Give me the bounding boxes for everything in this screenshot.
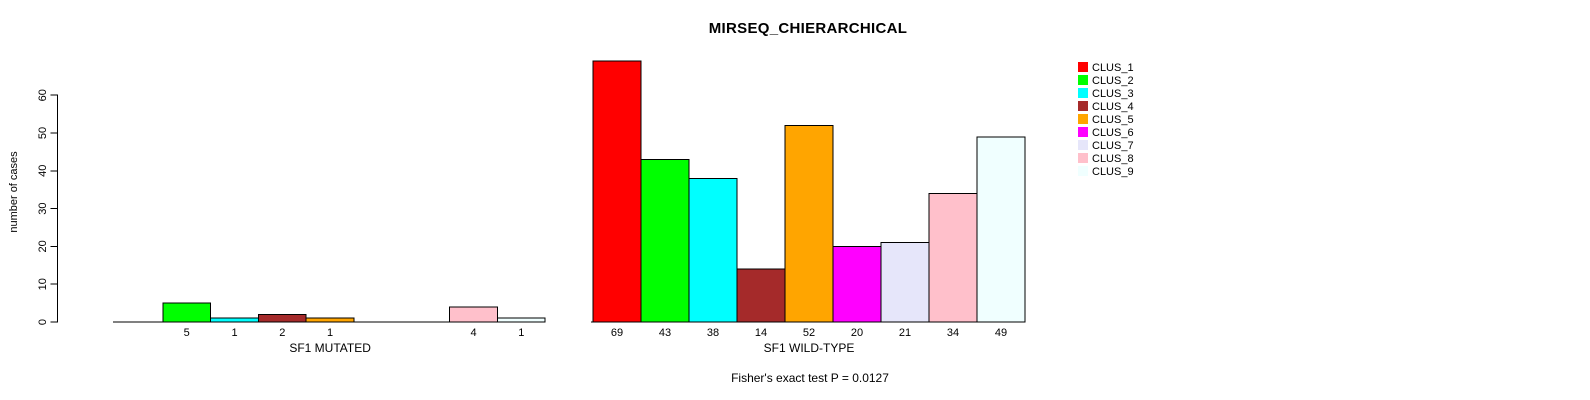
legend-label-clus_8: CLUS_8: [1092, 153, 1134, 165]
bar-value-label: 49: [995, 327, 1007, 339]
bar-value-label: 2: [279, 327, 285, 339]
bar-clus_4-group1: [257, 313, 307, 323]
legend-label-clus_3: CLUS_3: [1092, 88, 1134, 100]
legend-swatch-clus_7: [1078, 140, 1088, 150]
y-axis-tick-label: 40: [37, 165, 49, 177]
legend-swatch-clus_1: [1078, 62, 1088, 72]
bar-value-label: 38: [707, 327, 719, 339]
legend-label-clus_6: CLUS_6: [1092, 127, 1134, 139]
legend-label-clus_2: CLUS_2: [1092, 75, 1134, 87]
bar-value-label: 14: [755, 327, 767, 339]
y-axis-tick-label: 60: [37, 89, 49, 101]
bar-clus_8-group2: [928, 192, 978, 323]
legend-label-clus_7: CLUS_7: [1092, 140, 1134, 152]
bar-value-label: 1: [231, 327, 237, 339]
bar-clus_1-group2: [592, 60, 642, 323]
bar-clus_9-group1: [496, 317, 546, 323]
y-axis-tick-label: 30: [37, 202, 49, 214]
bar-value-label: 52: [803, 327, 815, 339]
chart-title: MIRSEQ_CHIERARCHICAL: [708, 20, 908, 37]
y-axis-tick-label: 0: [37, 319, 49, 325]
statistical-test-caption: Fisher's exact test P = 0.0127: [731, 371, 889, 385]
bar-clus_5-group1: [305, 317, 355, 323]
bar-value-label: 5: [184, 327, 190, 339]
bar-value-label: 4: [470, 327, 476, 339]
bar-clus_4-group2: [736, 268, 786, 323]
legend-swatch-clus_2: [1078, 75, 1088, 85]
bar-clus_3-group1: [210, 317, 259, 323]
group-label-1: SF1 MUTATED: [289, 341, 371, 355]
bar-clus_6-group2: [832, 245, 882, 323]
bar-clus_2-group2: [640, 158, 690, 323]
bar-value-label: 1: [327, 327, 333, 339]
y-axis-tick-label: 20: [37, 240, 49, 252]
legend-swatch-clus_3: [1078, 88, 1088, 98]
bar-value-label: 43: [659, 327, 671, 339]
bar-value-label: 69: [611, 327, 623, 339]
bar-value-label: 1: [518, 327, 524, 339]
bar-clus_2-group1: [162, 302, 212, 323]
bar-clus_3-group2: [688, 177, 738, 323]
y-axis-label: number of cases: [8, 151, 20, 233]
y-axis-tick-label: 10: [37, 278, 49, 290]
bar-clus_7-group2: [880, 242, 930, 323]
legend-swatch-clus_9: [1078, 166, 1088, 176]
legend-swatch-clus_4: [1078, 101, 1088, 111]
legend-label-clus_1: CLUS_1: [1092, 62, 1134, 74]
bar-clus_8-group1: [449, 306, 498, 323]
bar-value-label: 34: [947, 327, 959, 339]
y-axis-tick-label: 50: [37, 127, 49, 139]
bar-value-label: 20: [851, 327, 863, 339]
legend-label-clus_9: CLUS_9: [1092, 166, 1134, 178]
group-label-2: SF1 WILD-TYPE: [764, 341, 855, 355]
legend-swatch-clus_8: [1078, 153, 1088, 163]
legend-label-clus_5: CLUS_5: [1092, 114, 1134, 126]
bar-clus_5-group2: [784, 124, 834, 323]
bar-clus_9-group2: [976, 136, 1026, 323]
bar-value-label: 21: [899, 327, 911, 339]
legend-swatch-clus_6: [1078, 127, 1088, 137]
legend-swatch-clus_5: [1078, 114, 1088, 124]
legend-label-clus_4: CLUS_4: [1092, 101, 1134, 113]
